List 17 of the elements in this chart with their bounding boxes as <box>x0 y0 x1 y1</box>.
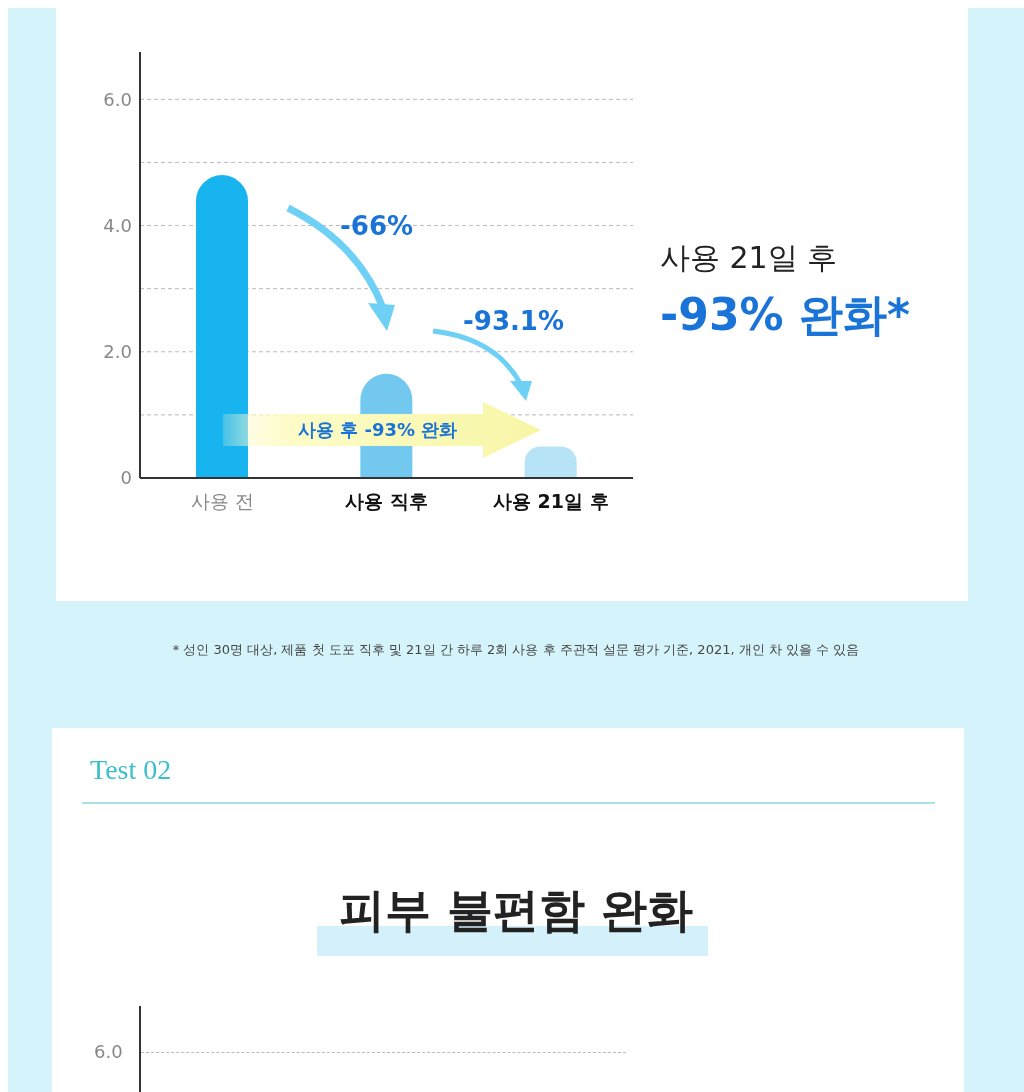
y-tick-label: 0 <box>120 467 132 489</box>
bar <box>524 446 577 478</box>
x-tick-label: 사용 전 <box>190 490 254 512</box>
text: 피부 불편함 완화 <box>338 882 694 939</box>
annotation: 사용 후 -93% 완화 <box>298 418 458 442</box>
x-tick-label: 사용 21일 후 <box>493 490 609 512</box>
text: 사용 21일 후 <box>660 239 838 277</box>
annotation: -93.1% <box>463 306 564 336</box>
bar <box>196 175 248 478</box>
x-tick-label: 사용 직후 <box>345 490 428 512</box>
y-tick-label: 4.0 <box>103 214 132 236</box>
y-tick-label: 2.0 <box>103 341 132 363</box>
text: Test 02 <box>90 754 172 786</box>
annotation: -66% <box>340 211 414 241</box>
text: * 성인 30명 대상, 제품 첫 도포 직후 및 21일 간 하루 2회 사용 후 주관적 설문 평가 기준, 2021, 개인 차 있을 수 있음 <box>171 641 861 659</box>
text: -93% 완화* <box>660 288 910 342</box>
y-tick-label: 6.0 <box>103 88 132 110</box>
